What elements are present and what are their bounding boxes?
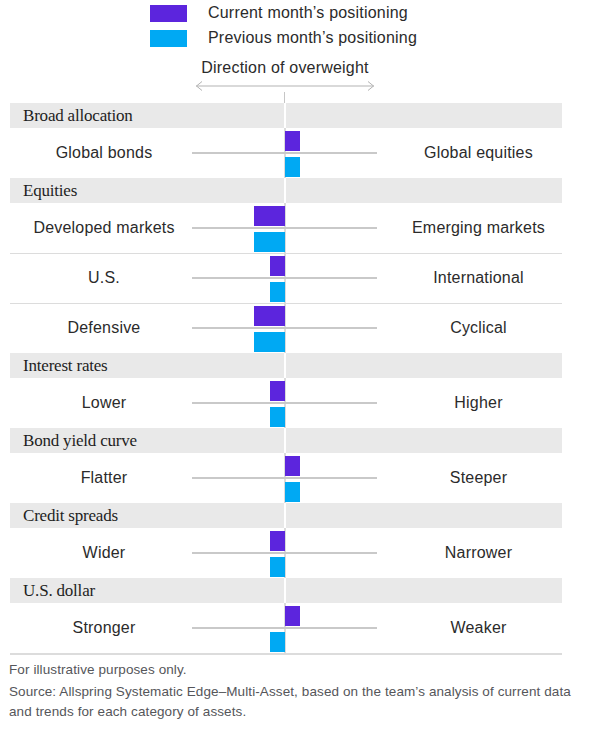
previous-month-bar (254, 332, 285, 352)
footer: For illustrative purposes only. Source: … (9, 660, 577, 723)
row-flatter-vs-steeper: Flatter Steeper (10, 453, 562, 503)
right-label: Narrower (395, 528, 562, 578)
section-header-label: Credit spreads (10, 506, 118, 526)
horizontal-axis-line (192, 152, 377, 154)
center-axis-tick (284, 92, 285, 103)
left-label: Flatter (10, 453, 198, 503)
section-header-equities: Equities (10, 178, 562, 203)
previous-month-swatch (150, 30, 187, 47)
row-defensive-vs-cyclical: Defensive Cyclical (10, 303, 562, 353)
left-label: Global bonds (10, 128, 198, 178)
left-label: Developed markets (10, 203, 198, 253)
left-label: Defensive (10, 303, 198, 353)
right-label: Steeper (395, 453, 562, 503)
source-text: Source: Allspring Systematic Edge–Multi-… (9, 682, 577, 723)
horizontal-axis-line (192, 477, 377, 479)
row-lower-vs-higher: Lower Higher (10, 378, 562, 428)
center-line-notch (284, 178, 286, 203)
horizontal-axis-line (192, 227, 377, 229)
section-header-label: Equities (10, 181, 77, 201)
current-month-bar (285, 131, 300, 151)
right-label: Higher (395, 378, 562, 428)
row-global-bonds-vs-global-equities: Global bonds Global equities (10, 128, 562, 178)
right-label: Cyclical (395, 303, 562, 353)
horizontal-axis-line (192, 552, 377, 554)
positioning-chart-page: Current month’s positioning Previous mon… (0, 0, 600, 730)
row-stronger-vs-weaker: Stronger Weaker (10, 603, 562, 653)
row-us-vs-international: U.S. International (10, 253, 562, 303)
direction-of-overweight-label: Direction of overweight (173, 59, 397, 77)
left-label: U.S. (10, 253, 198, 303)
right-label: Global equities (395, 128, 562, 178)
horizontal-axis-line (192, 277, 377, 279)
section-header-broad-allocation: Broad allocation (10, 103, 562, 128)
legend-item-previous: Previous month’s positioning (150, 29, 417, 47)
current-month-bar (254, 206, 285, 226)
center-line-notch (284, 428, 286, 453)
previous-month-bar (254, 232, 285, 252)
left-label: Stronger (10, 603, 198, 653)
current-month-bar (270, 381, 285, 401)
previous-month-bar (270, 407, 285, 427)
section-header-bond-yield-curve: Bond yield curve (10, 428, 562, 453)
row-wider-vs-narrower: Wider Narrower (10, 528, 562, 578)
center-line-notch (284, 578, 286, 603)
horizontal-axis-line (192, 402, 377, 404)
current-month-bar (270, 256, 285, 276)
center-line-notch (284, 353, 286, 378)
legend-label-previous: Previous month’s positioning (208, 29, 417, 47)
section-header-label: Interest rates (10, 356, 108, 376)
left-label: Wider (10, 528, 198, 578)
current-month-swatch (150, 5, 187, 22)
previous-month-bar (285, 482, 300, 502)
legend-label-current: Current month’s positioning (208, 4, 408, 22)
row-developed-vs-emerging-markets: Developed markets Emerging markets (10, 203, 562, 253)
previous-month-bar (285, 157, 300, 177)
previous-month-bar (270, 282, 285, 302)
current-month-bar (270, 531, 285, 551)
section-header-label: Bond yield curve (10, 431, 137, 451)
right-label: Emerging markets (395, 203, 562, 253)
disclaimer-text: For illustrative purposes only. (9, 660, 577, 681)
section-header-credit-spreads: Credit spreads (10, 503, 562, 528)
left-label: Lower (10, 378, 198, 428)
center-line-notch (284, 503, 286, 528)
section-header-us-dollar: U.S. dollar (10, 578, 562, 603)
legend-item-current: Current month’s positioning (150, 4, 417, 22)
horizontal-axis-line (192, 327, 377, 329)
horizontal-axis-line (192, 627, 377, 629)
double-headed-arrow-icon (192, 80, 378, 92)
right-label: International (395, 253, 562, 303)
section-header-label: U.S. dollar (10, 581, 95, 601)
center-line-notch (284, 103, 286, 128)
current-month-bar (285, 456, 300, 476)
positioning-chart: Broad allocation Global bonds Global equ… (10, 103, 562, 655)
previous-month-bar (270, 632, 285, 652)
section-header-label: Broad allocation (10, 106, 133, 126)
current-month-bar (254, 306, 285, 326)
section-header-interest-rates: Interest rates (10, 353, 562, 378)
current-month-bar (285, 606, 300, 626)
previous-month-bar (270, 557, 285, 577)
right-label: Weaker (395, 603, 562, 653)
legend: Current month’s positioning Previous mon… (150, 4, 417, 54)
